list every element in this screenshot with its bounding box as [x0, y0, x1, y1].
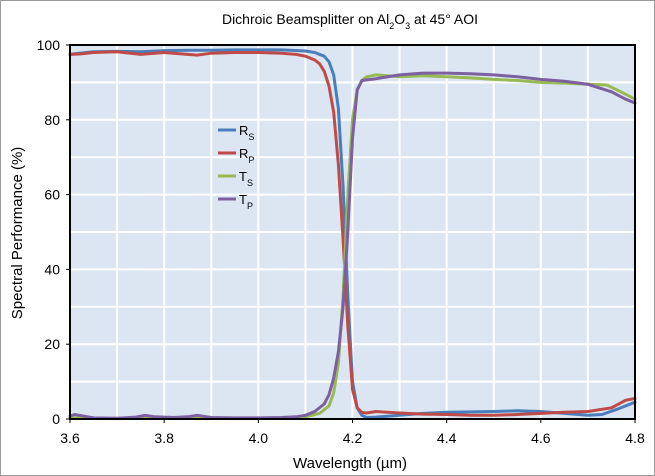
x-axis-title: Wavelength (µm) — [293, 455, 407, 472]
x-tick-label: 4.0 — [249, 430, 269, 446]
legend-label-sub: S — [248, 132, 254, 142]
x-tick-label: 4.4 — [437, 430, 457, 446]
x-tick-label: 3.6 — [60, 430, 80, 446]
legend-label-sub: P — [247, 201, 253, 211]
y-tick-label: 60 — [44, 187, 60, 203]
y-tick-label: 20 — [44, 336, 60, 352]
y-axis-title: Spectral Performance (%) — [9, 147, 26, 320]
legend-item: TP — [218, 192, 253, 211]
legend-label: RS — [239, 123, 254, 142]
series-line-tp — [68, 71, 637, 420]
plot-area — [68, 44, 637, 420]
y-tick-label: 0 — [52, 411, 60, 427]
legend-label-sub: P — [248, 155, 254, 165]
legend-label-main: T — [239, 169, 247, 184]
chart-title-part: Dichroic Beamsplitter on Al — [222, 11, 389, 27]
legend-label: TS — [239, 169, 253, 188]
series-line-rp — [68, 50, 637, 417]
x-tick-label: 4.8 — [625, 430, 645, 446]
legend-item: RP — [218, 146, 254, 165]
chart-title-part: 2 — [389, 21, 394, 31]
x-tick-label: 4.2 — [343, 430, 363, 446]
legend-label: RP — [239, 146, 254, 165]
y-tick-label: 80 — [44, 112, 60, 128]
x-tick-label: 4.6 — [531, 430, 551, 446]
legend-item: TS — [218, 169, 253, 188]
chart-title-part: at 45° AOI — [410, 11, 478, 27]
x-tick-labels: 3.6 3.8 4.0 4.2 4.4 4.6 4.8 — [60, 419, 645, 446]
legend-label-main: T — [239, 192, 247, 207]
y-tick-label: 100 — [37, 37, 61, 53]
legend-label-sub: S — [247, 178, 253, 188]
chart-title-part: 3 — [405, 21, 410, 31]
legend-item: RS — [218, 123, 254, 142]
chart-title-part: O — [394, 11, 405, 27]
legend-label-main: R — [239, 146, 248, 161]
x-tick-label: 3.8 — [154, 430, 174, 446]
y-tick-labels: 0 20 40 60 80 100 — [37, 37, 70, 427]
y-tick-label: 40 — [44, 261, 60, 277]
legend-label: TP — [239, 192, 253, 211]
chart-title: Dichroic Beamsplitter on Al2O3 at 45° AO… — [222, 11, 478, 31]
legend-label-main: R — [239, 123, 248, 138]
